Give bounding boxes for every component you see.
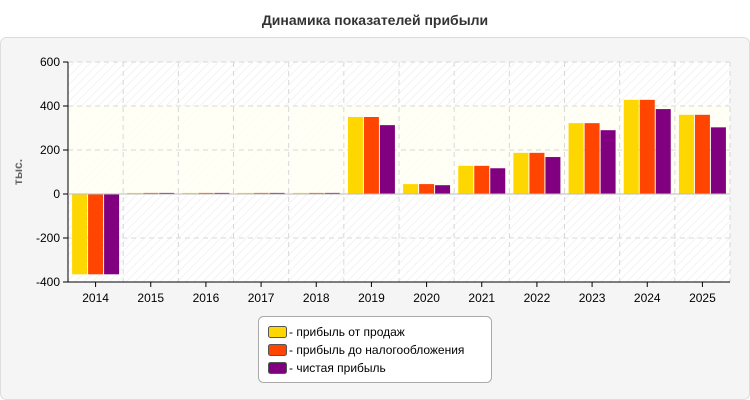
- bar-2017-series-3[interactable]: [269, 192, 285, 194]
- x-tick-labels: 2014 2015 2016 2017 2018 2019 2020 2021 2022 2023…: [82, 291, 716, 305]
- x-tick-label: 2017: [248, 291, 275, 305]
- bar-2014-series-2[interactable]: [88, 194, 104, 275]
- bar-2018-series-2[interactable]: [308, 192, 324, 194]
- chart-title: Динамика показателей прибыли: [262, 12, 488, 28]
- y-tick-label: 600: [40, 55, 60, 69]
- bar-2017-series-1[interactable]: [237, 192, 253, 194]
- y-tick-label: -200: [36, 231, 60, 245]
- bar-2020-series-2[interactable]: [419, 184, 435, 194]
- x-tick-label: 2021: [468, 291, 495, 305]
- y-tick-label: 0: [53, 187, 60, 201]
- legend: - прибыль от продаж - прибыль до налогооб…: [268, 325, 464, 375]
- y-tick-label: 400: [40, 99, 60, 113]
- bar-2025-series-2[interactable]: [694, 114, 710, 194]
- axes: [63, 61, 730, 287]
- bar-2018-series-1[interactable]: [292, 192, 308, 194]
- bar-2023-series-3[interactable]: [600, 130, 616, 194]
- x-tick-label: 2020: [413, 291, 440, 305]
- bar-2022-series-3[interactable]: [545, 157, 561, 194]
- x-tick-label: 2015: [137, 291, 164, 305]
- bar-2014-series-1[interactable]: [72, 194, 88, 275]
- bar-2014-series-3[interactable]: [104, 194, 120, 275]
- bar-2024-series-3[interactable]: [655, 109, 671, 194]
- bar-2023-series-1[interactable]: [568, 123, 584, 194]
- y-tick-label: 200: [40, 143, 60, 157]
- bar-2023-series-2[interactable]: [584, 123, 600, 194]
- x-tick-label: 2025: [689, 291, 716, 305]
- x-tick-label: 2024: [634, 291, 661, 305]
- bar-2021-series-2[interactable]: [474, 165, 490, 194]
- legend-box: [258, 316, 492, 383]
- bar-2019-series-3[interactable]: [379, 125, 395, 194]
- legend-entry[interactable]: - прибыль от продаж: [289, 325, 405, 339]
- bars: [72, 99, 726, 275]
- bar-2020-series-1[interactable]: [403, 184, 419, 194]
- y-tick-label: -400: [36, 275, 60, 289]
- bar-2015-series-1[interactable]: [127, 192, 143, 194]
- bar-2021-series-1[interactable]: [458, 165, 474, 194]
- bar-2024-series-1[interactable]: [623, 99, 639, 194]
- bar-2024-series-2[interactable]: [639, 99, 655, 194]
- bar-2025-series-3[interactable]: [710, 127, 726, 194]
- legend-entry[interactable]: - прибыль до налогообложения: [289, 343, 464, 357]
- bar-2021-series-3[interactable]: [490, 168, 506, 194]
- y-tick-labels: -400 -200 0 200 400 600: [36, 55, 60, 289]
- bar-2022-series-1[interactable]: [513, 152, 529, 194]
- legend-swatch[interactable]: [268, 326, 287, 338]
- bar-2022-series-2[interactable]: [529, 152, 545, 194]
- bar-2016-series-1[interactable]: [182, 192, 198, 194]
- bar-2015-series-3[interactable]: [159, 192, 175, 194]
- x-tick-label: 2018: [303, 291, 330, 305]
- bar-2016-series-3[interactable]: [214, 192, 230, 194]
- x-tick-label: 2022: [524, 291, 551, 305]
- x-tick-label: 2019: [358, 291, 385, 305]
- legend-swatch[interactable]: [268, 344, 287, 356]
- bar-2019-series-2[interactable]: [363, 117, 379, 194]
- legend-swatch[interactable]: [268, 362, 287, 374]
- x-tick-label: 2014: [82, 291, 109, 305]
- y-axis-label: тыс.: [11, 159, 25, 185]
- bar-2016-series-2[interactable]: [198, 192, 214, 194]
- bar-2019-series-1[interactable]: [347, 117, 363, 194]
- bar-2017-series-2[interactable]: [253, 192, 269, 194]
- x-tick-label: 2023: [579, 291, 606, 305]
- x-tick-label: 2016: [193, 291, 220, 305]
- legend-entry[interactable]: - чистая прибыль: [289, 361, 386, 375]
- bar-2025-series-1[interactable]: [678, 114, 694, 194]
- bar-2020-series-3[interactable]: [435, 185, 451, 194]
- bar-2015-series-2[interactable]: [143, 192, 159, 194]
- bar-2018-series-3[interactable]: [324, 192, 340, 194]
